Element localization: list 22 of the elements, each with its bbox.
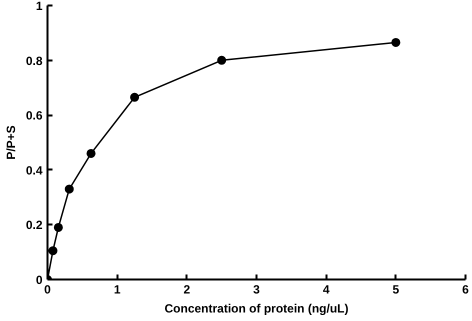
y-tick-label: 0.8 [26,54,43,68]
x-tick-label: 4 [322,282,330,296]
y-tick-label: 0 [36,273,43,287]
point [64,184,74,194]
x-tick-label: 3 [253,282,260,296]
point [130,92,140,102]
y-tick-label: 0.2 [26,218,43,232]
y-tick-label: 0.4 [26,163,43,178]
point [48,246,58,256]
x-axis-title: Concentration of protein (ng/uL) [164,302,348,316]
point [391,38,400,47]
x-tick-label: 2 [183,282,190,296]
point [217,56,226,65]
x-tick-label: 1 [114,282,121,296]
x-tick-label: 5 [392,282,400,296]
y-tick-label: 0.6 [26,108,43,123]
x-tick-label: 0 [44,282,52,296]
point [86,148,96,158]
y-tick-label: 1 [36,0,43,13]
point [54,222,63,232]
x-tick-label: 6 [462,282,470,296]
y-axis-title: P/P+S [4,125,18,160]
